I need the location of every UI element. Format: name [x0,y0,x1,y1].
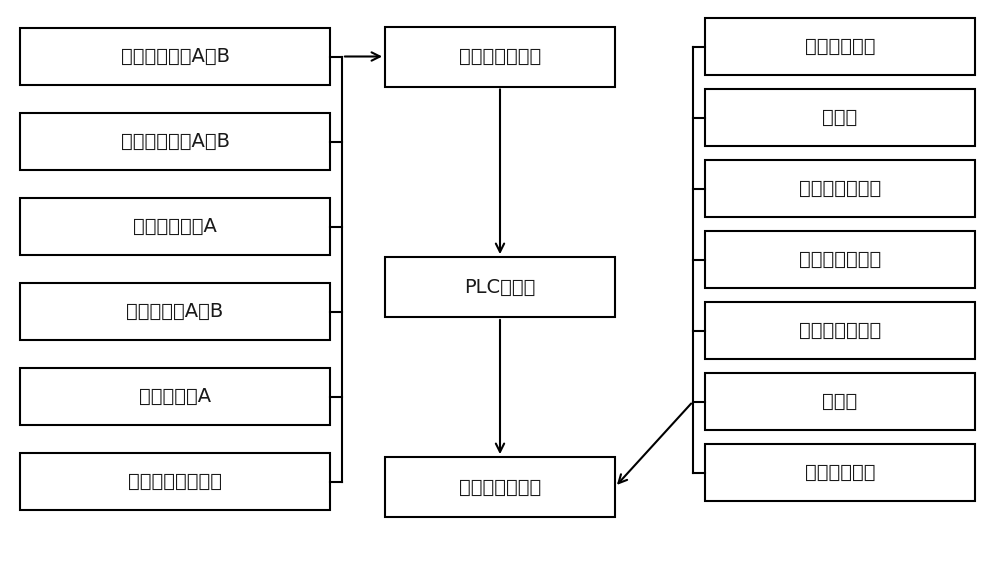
Bar [705,373,975,430]
Bar [385,257,615,317]
Bar [385,26,615,87]
Text: 压力传感器A、B: 压力传感器A、B [126,302,224,321]
Text: 排出氯气电磁阀: 排出氯气电磁阀 [799,321,881,340]
Bar [705,18,975,75]
Bar [20,113,330,170]
Text: 常量氧传感器A: 常量氧传感器A [133,217,217,236]
Text: 通入空气电磁阀: 通入空气电磁阀 [799,250,881,269]
Bar [705,89,975,146]
Bar [20,198,330,255]
Text: 真空泵: 真空泵 [822,108,858,127]
Bar [20,283,330,340]
Text: 循环净化模块: 循环净化模块 [805,463,875,482]
Bar [385,457,615,517]
Text: PLC控制器: PLC控制器 [464,277,536,296]
Text: 水含量传感器A、B: 水含量传感器A、B [120,47,230,66]
Text: 模拟量输入模块: 模拟量输入模块 [459,47,541,66]
Text: 温度传感器A: 温度传感器A [139,387,211,406]
Text: 真空泵挡板阀: 真空泵挡板阀 [805,37,875,56]
Bar [705,160,975,217]
Bar [705,302,975,359]
Text: 其他模拟量传感器: 其他模拟量传感器 [128,472,222,491]
Text: 数字量输出模块: 数字量输出模块 [459,477,541,496]
Bar [705,231,975,288]
Bar [705,444,975,501]
Bar [20,368,330,425]
Text: 通入氯气电磁阀: 通入氯气电磁阀 [799,179,881,198]
Bar [20,28,330,85]
Text: 蜂鸣器: 蜂鸣器 [822,392,858,411]
Bar [20,453,330,510]
Text: 微量氧传感器A、B: 微量氧传感器A、B [120,132,230,151]
